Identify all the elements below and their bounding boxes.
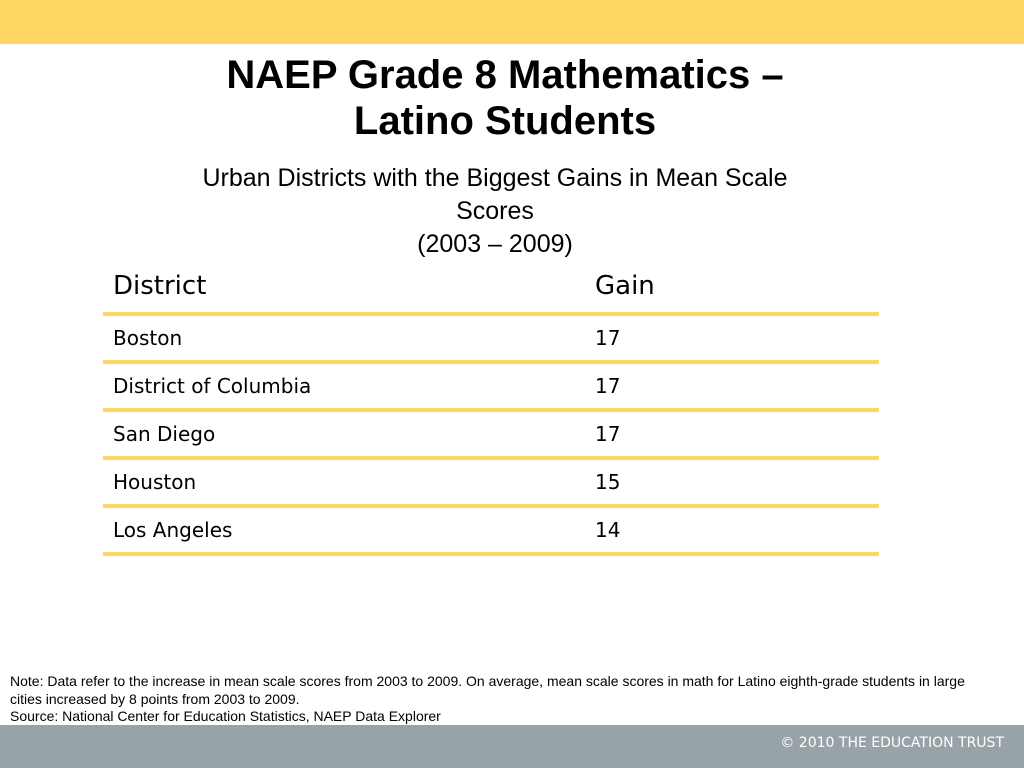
table-row: Houston 15 xyxy=(103,458,879,508)
table-row: Boston 17 xyxy=(103,314,879,364)
title-line-1: NAEP Grade 8 Mathematics – xyxy=(226,53,784,97)
district-gains-table: District Gain Boston 17 District of Colu… xyxy=(103,260,879,556)
page-title: NAEP Grade 8 Mathematics – Latino Studen… xyxy=(0,52,1010,144)
district-cell: District of Columbia xyxy=(103,362,585,412)
gain-cell: 17 xyxy=(585,314,879,364)
table-header-row: District Gain xyxy=(103,260,879,316)
title-line-2: Latino Students xyxy=(353,99,657,143)
copyright-text: © 2010 THE EDUCATION TRUST xyxy=(780,735,1004,751)
subtitle-line-3: (2003 – 2009) xyxy=(417,230,573,258)
subtitle-line-1: Urban Districts with the Biggest Gains i… xyxy=(202,164,788,192)
page-subtitle: Urban Districts with the Biggest Gains i… xyxy=(140,162,850,261)
footer-band xyxy=(0,725,1024,768)
district-cell: Los Angeles xyxy=(103,506,585,556)
district-cell: San Diego xyxy=(103,410,585,460)
subtitle-line-2: Scores xyxy=(456,197,534,225)
gain-cell: 14 xyxy=(585,506,879,556)
district-cell: Boston xyxy=(103,314,585,364)
column-header-district: District xyxy=(103,260,585,316)
column-header-gain: Gain xyxy=(585,260,879,316)
table-row: District of Columbia 17 xyxy=(103,362,879,412)
gain-cell: 15 xyxy=(585,458,879,508)
table-row: San Diego 17 xyxy=(103,410,879,460)
source-note: Source: National Center for Education St… xyxy=(10,708,441,724)
district-cell: Houston xyxy=(103,458,585,508)
footnote: Note: Data refer to the increase in mean… xyxy=(10,673,965,707)
gain-cell: 17 xyxy=(585,410,879,460)
top-accent-band xyxy=(0,0,1024,44)
gain-cell: 17 xyxy=(585,362,879,412)
table-row: Los Angeles 14 xyxy=(103,506,879,556)
